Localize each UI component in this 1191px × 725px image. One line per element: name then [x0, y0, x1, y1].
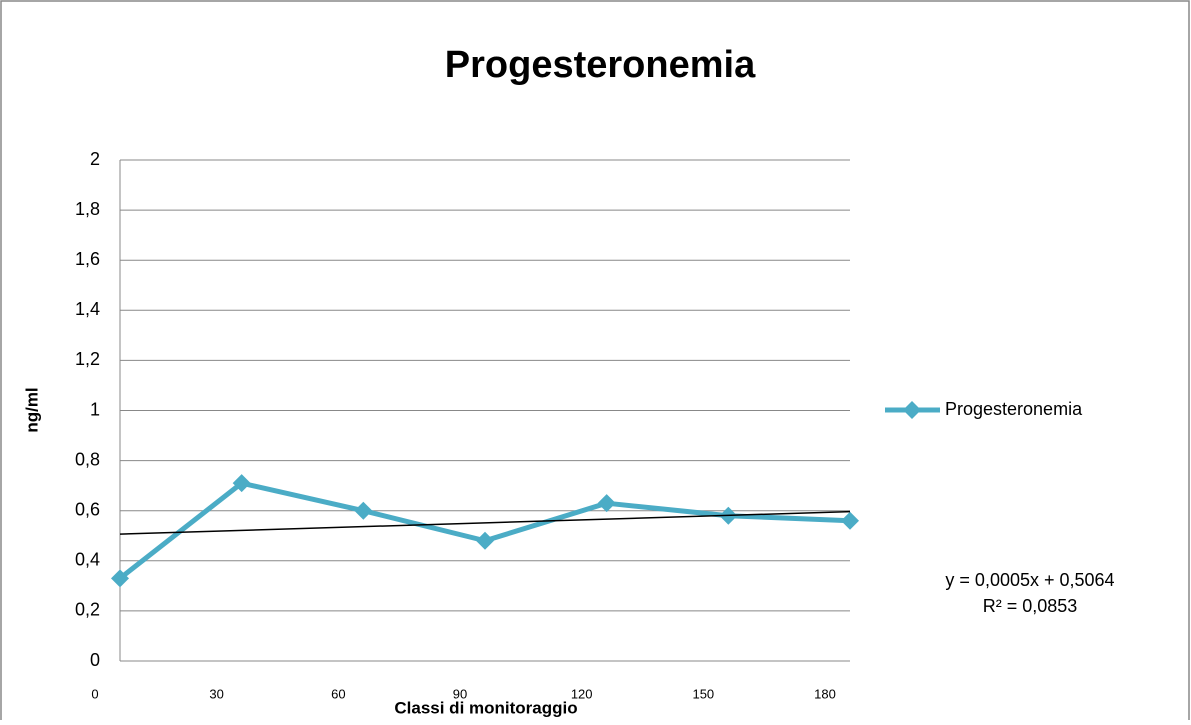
data-point [597, 494, 616, 513]
x-tick-label: 90 [453, 686, 467, 701]
x-tick-label: 30 [209, 686, 223, 701]
trendline [119, 510, 851, 535]
y-tick-label: 1,4 [75, 299, 100, 319]
legend-marker [903, 401, 921, 419]
y-tick-label: 0 [90, 650, 100, 670]
y-tick-label: 0,8 [75, 449, 100, 469]
trendline-r-squared: R² = 0,0853 [983, 596, 1078, 616]
legend-label: Progesteronemia [945, 399, 1083, 419]
data-point [841, 511, 859, 530]
y-tick-label: 2 [90, 149, 100, 169]
x-tick-label: 120 [571, 686, 593, 701]
y-tick-label: 1,6 [75, 249, 100, 269]
y-tick-label: 0,2 [75, 600, 100, 620]
y-axis-label: ng/ml [22, 387, 41, 432]
x-axis-label: Classi di monitoraggio [394, 698, 577, 717]
y-tick-label: 1,2 [75, 349, 100, 369]
data-point [232, 474, 251, 493]
x-tick-label: 0 [91, 686, 98, 701]
data-point [354, 501, 373, 520]
y-tick-label: 1,8 [75, 199, 100, 219]
x-tick-label: 60 [331, 686, 345, 701]
y-tick-label: 0,4 [75, 550, 100, 570]
chart-title: Progesteronemia [445, 44, 756, 86]
y-tick-label: 1 [90, 399, 100, 419]
data-point [476, 531, 494, 550]
data-point [111, 569, 129, 588]
x-tick-label: 180 [814, 686, 836, 701]
y-tick-label: 0,6 [75, 499, 100, 519]
x-tick-label: 150 [692, 686, 714, 701]
trendline-equation: y = 0,0005x + 0,5064 [945, 570, 1114, 590]
